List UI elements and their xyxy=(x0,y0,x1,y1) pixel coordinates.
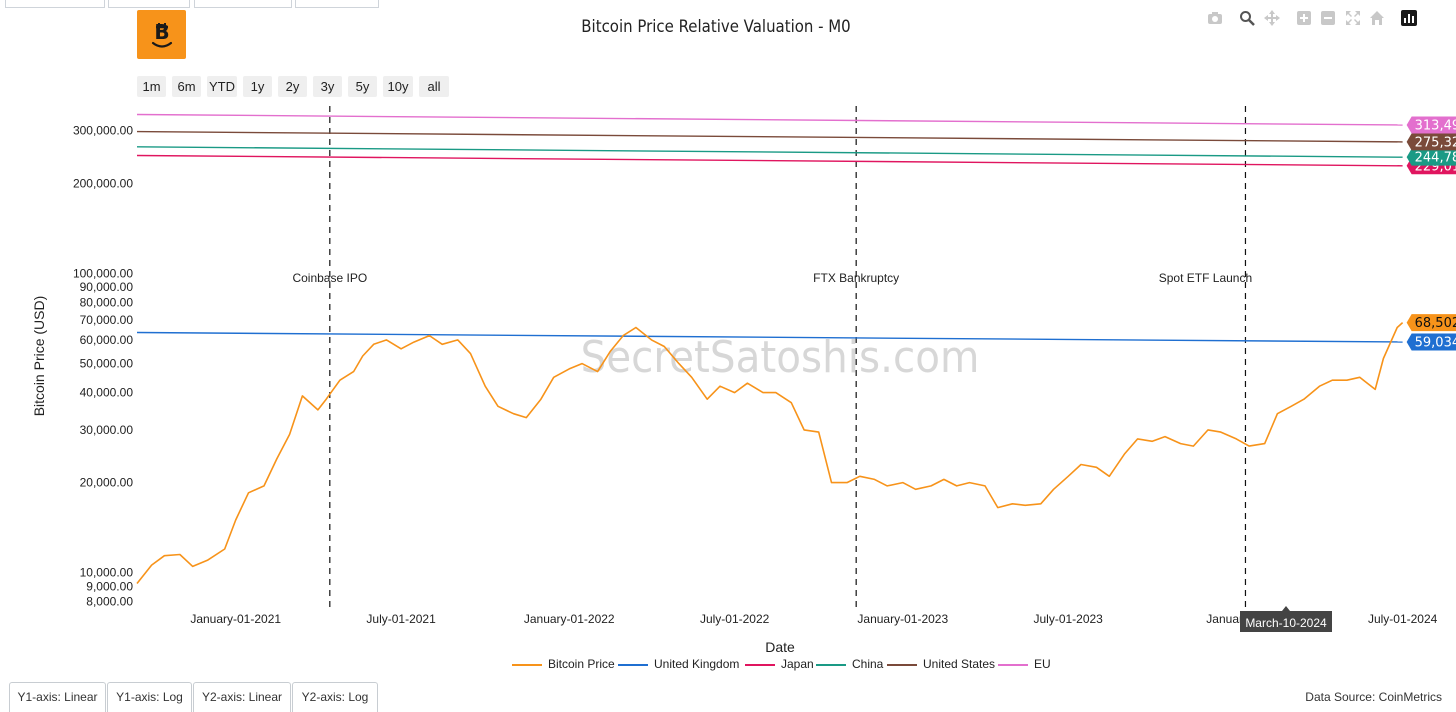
y-tick-label: 8,000.00 xyxy=(86,595,133,609)
y-tick-label: 30,000.00 xyxy=(80,423,134,437)
data-source: Data Source: CoinMetrics xyxy=(1305,690,1442,704)
top-tab[interactable] xyxy=(5,0,105,8)
zoom-out-icon[interactable] xyxy=(1320,10,1336,26)
camera-icon[interactable] xyxy=(1207,10,1223,26)
zoom-icon[interactable] xyxy=(1239,10,1255,26)
series-line-united-kingdom[interactable] xyxy=(136,331,1403,343)
end-value-flag xyxy=(1406,314,1456,332)
legend-label: Japan xyxy=(781,657,814,671)
legend-label: United States xyxy=(923,657,996,671)
y-tick-label: 50,000.00 xyxy=(80,357,134,371)
pan-icon[interactable] xyxy=(1264,10,1280,26)
legend-item-japan[interactable]: Japan xyxy=(745,657,814,673)
top-tab-strip xyxy=(0,0,400,8)
series-line-china[interactable] xyxy=(136,146,1403,158)
end-value-label: 59,034.17 xyxy=(1415,335,1456,350)
end-value-label: 68,502.51 xyxy=(1415,316,1456,331)
top-tab[interactable] xyxy=(108,0,190,8)
y-tick-label: 60,000.00 xyxy=(80,333,134,347)
legend-label: Bitcoin Price xyxy=(548,657,615,671)
y-tick-label: 70,000.00 xyxy=(80,313,134,327)
end-value-label: 275,323.16 xyxy=(1415,135,1456,150)
x-tick-label: July-01-2022 xyxy=(700,612,770,626)
y-tick-label: 20,000.00 xyxy=(80,476,134,490)
range-button-ytd[interactable]: YTD xyxy=(207,76,237,97)
y-tick-label: 300,000.00 xyxy=(73,124,133,138)
y1-linear-button[interactable]: Y1-axis: Linear xyxy=(9,682,106,712)
legend-swatch xyxy=(745,663,775,666)
range-button-2y[interactable]: 2y xyxy=(278,76,307,97)
zoom-in-icon[interactable] xyxy=(1296,10,1312,26)
x-tick-label: July-01-2021 xyxy=(366,612,436,626)
y2-log-button[interactable]: Y2-axis: Log xyxy=(292,682,378,712)
legend-swatch xyxy=(512,663,542,666)
bitcoin-smile-logo: B xyxy=(137,10,186,59)
range-button-10y[interactable]: 10y xyxy=(383,76,413,97)
series-line-eu[interactable] xyxy=(136,113,1403,126)
range-button-5y[interactable]: 5y xyxy=(348,76,377,97)
autoscale-icon[interactable] xyxy=(1345,10,1361,26)
end-value-flag xyxy=(1406,333,1456,351)
annotation-label: FTX Bankruptcy xyxy=(813,271,899,285)
end-value-flag xyxy=(1406,148,1456,166)
end-value-flag xyxy=(1406,116,1456,134)
y-tick-label: 9,000.00 xyxy=(86,579,133,593)
legend-item-bitcoin-price[interactable]: Bitcoin Price xyxy=(512,657,615,673)
y-tick-label: 90,000.00 xyxy=(80,280,134,294)
y-tick-label: 40,000.00 xyxy=(80,386,134,400)
legend-item-eu[interactable]: EU xyxy=(998,657,1051,673)
legend-swatch xyxy=(618,663,648,666)
legend-label: China xyxy=(852,657,884,671)
x-tick-label: January-01-2023 xyxy=(857,612,948,626)
y-axis-title: Bitcoin Price (USD) xyxy=(31,296,47,417)
legend-item-united-states[interactable]: United States xyxy=(887,657,995,673)
top-tab[interactable] xyxy=(295,0,379,8)
y-tick-label: 80,000.00 xyxy=(80,295,134,309)
hover-date-tag xyxy=(1240,606,1332,632)
range-button-3y[interactable]: 3y xyxy=(313,76,342,97)
series-line-japan[interactable] xyxy=(136,154,1403,167)
y-tick-label: 10,000.00 xyxy=(80,566,134,580)
annotation-label: Spot ETF Launch xyxy=(1159,271,1252,285)
annotation-label: Coinbase IPO xyxy=(292,271,367,285)
series-line-bitcoin-price[interactable] xyxy=(136,322,1404,584)
legend-swatch xyxy=(816,663,846,666)
y1-log-button[interactable]: Y1-axis: Log xyxy=(107,682,192,712)
series-line-united-states[interactable] xyxy=(136,130,1403,143)
chart-title: Bitcoin Price Relative Valuation - M0 xyxy=(581,17,851,37)
x-tick-label: July-01-2024 xyxy=(1368,612,1438,626)
x-tick-label: January-01-2022 xyxy=(524,612,615,626)
range-button-6m[interactable]: 6m xyxy=(172,76,201,97)
plotly-logo-icon[interactable] xyxy=(1401,10,1417,26)
legend-swatch xyxy=(998,663,1028,666)
top-tab[interactable] xyxy=(194,0,292,8)
home-icon[interactable] xyxy=(1369,10,1385,26)
legend-label: United Kingdom xyxy=(654,657,740,671)
x-axis-title: Date xyxy=(765,639,795,655)
y-tick-label: 200,000.00 xyxy=(73,176,133,190)
end-value-flag xyxy=(1406,133,1456,151)
range-button-1m[interactable]: 1m xyxy=(137,76,166,97)
legend-swatch xyxy=(887,663,917,666)
x-tick-label: January-01-2021 xyxy=(190,612,281,626)
end-value-label: 313,491.80 xyxy=(1415,119,1456,134)
end-value-label: 244,788.24 xyxy=(1415,151,1456,166)
legend-item-united-kingdom[interactable]: United Kingdom xyxy=(618,657,739,673)
bitcoin-logo-icon: B xyxy=(151,20,172,48)
watermark: SecretSatoshis.com xyxy=(581,331,980,382)
range-button-1y[interactable]: 1y xyxy=(243,76,272,97)
legend-item-china[interactable]: China xyxy=(816,657,883,673)
y-tick-label: 100,000.00 xyxy=(73,266,133,280)
range-button-all[interactable]: all xyxy=(419,76,449,97)
x-tick-label: July-01-2023 xyxy=(1033,612,1103,626)
hover-date-label: March-10-2024 xyxy=(1245,616,1327,630)
legend-label: EU xyxy=(1034,657,1051,671)
y2-linear-button[interactable]: Y2-axis: Linear xyxy=(193,682,291,712)
